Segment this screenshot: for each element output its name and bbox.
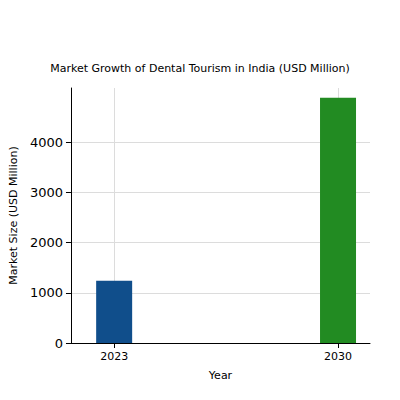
- svg-text:2000: 2000: [30, 235, 63, 250]
- svg-text:0: 0: [55, 336, 63, 351]
- svg-text:Year: Year: [208, 369, 233, 382]
- svg-text:2023: 2023: [100, 350, 128, 363]
- svg-text:3000: 3000: [30, 185, 63, 200]
- svg-text:4000: 4000: [30, 135, 63, 150]
- svg-text:Market Size (USD Million): Market Size (USD Million): [7, 146, 20, 284]
- svg-text:2030: 2030: [324, 350, 352, 363]
- svg-text:Market Growth of Dental Touris: Market Growth of Dental Tourism in India…: [50, 62, 350, 75]
- svg-text:1000: 1000: [30, 285, 63, 300]
